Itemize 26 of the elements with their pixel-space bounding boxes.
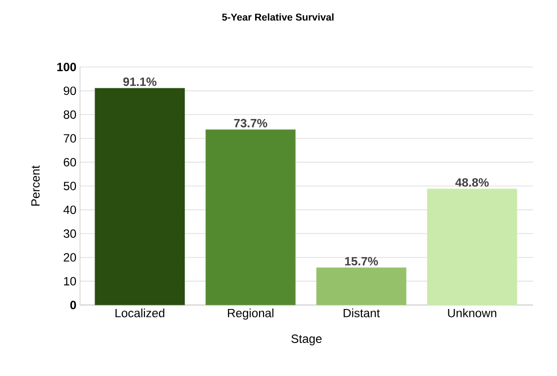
y-tick-label: 100: [57, 62, 76, 72]
bar: [94, 88, 185, 306]
data-label: 91.1%: [123, 78, 156, 86]
bar: [206, 129, 296, 306]
x-tick-label: Regional: [228, 308, 274, 320]
x-axis-title: Stage: [291, 334, 322, 346]
chart-title: 5-Year Relative Survival: [222, 13, 334, 21]
y-tick-label: 80: [64, 110, 76, 119]
data-label: 15.7%: [345, 257, 378, 266]
y-axis-title: Percent: [31, 165, 40, 206]
y-tick-label: 40: [63, 206, 76, 214]
y-tick-label: 0: [70, 300, 76, 310]
y-tick-label: 70: [64, 134, 76, 143]
y-tick-label: 90: [64, 86, 76, 96]
x-tick-label: Distant: [344, 308, 380, 318]
x-tick-label: Localized: [116, 308, 164, 318]
data-label: 73.7%: [234, 118, 268, 128]
bar: [427, 188, 518, 306]
bar: [316, 267, 406, 306]
x-tick-label: Unknown: [448, 308, 496, 318]
y-tick-label: 10: [64, 276, 76, 286]
y-tick-label: 60: [64, 158, 76, 166]
y-tick-label: 20: [64, 253, 76, 262]
data-label: 48.8%: [455, 178, 489, 187]
y-tick-label: 50: [64, 182, 76, 190]
y-tick-label: 30: [64, 229, 76, 238]
